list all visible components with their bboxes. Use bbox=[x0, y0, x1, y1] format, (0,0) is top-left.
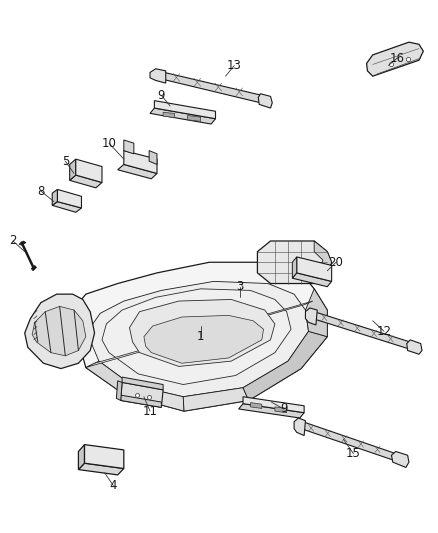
Text: 10: 10 bbox=[102, 136, 117, 150]
Polygon shape bbox=[305, 308, 317, 325]
Text: 8: 8 bbox=[37, 184, 45, 198]
Polygon shape bbox=[301, 422, 396, 461]
Polygon shape bbox=[124, 151, 157, 173]
Polygon shape bbox=[25, 294, 95, 368]
Polygon shape bbox=[130, 300, 275, 367]
Polygon shape bbox=[86, 301, 313, 368]
Polygon shape bbox=[275, 407, 287, 413]
Polygon shape bbox=[294, 418, 305, 435]
Polygon shape bbox=[297, 257, 332, 281]
Text: 3: 3 bbox=[236, 280, 244, 293]
Polygon shape bbox=[32, 306, 86, 356]
Polygon shape bbox=[239, 403, 304, 418]
Polygon shape bbox=[150, 69, 166, 83]
Polygon shape bbox=[367, 42, 424, 76]
Text: 11: 11 bbox=[142, 405, 158, 417]
Text: 12: 12 bbox=[377, 325, 392, 338]
Polygon shape bbox=[70, 159, 76, 180]
Polygon shape bbox=[144, 316, 264, 364]
Polygon shape bbox=[187, 116, 201, 122]
Polygon shape bbox=[122, 377, 163, 390]
Polygon shape bbox=[305, 289, 327, 337]
Polygon shape bbox=[85, 445, 124, 469]
Polygon shape bbox=[251, 402, 262, 408]
Polygon shape bbox=[163, 72, 262, 103]
Text: 13: 13 bbox=[227, 59, 242, 72]
Polygon shape bbox=[76, 159, 102, 182]
Polygon shape bbox=[243, 397, 304, 413]
Text: 15: 15 bbox=[346, 447, 361, 460]
Text: 2: 2 bbox=[9, 235, 17, 247]
Polygon shape bbox=[154, 101, 215, 119]
Polygon shape bbox=[121, 382, 163, 407]
Polygon shape bbox=[149, 151, 157, 165]
Polygon shape bbox=[86, 361, 131, 395]
Polygon shape bbox=[150, 108, 215, 124]
Polygon shape bbox=[125, 384, 184, 411]
Polygon shape bbox=[243, 332, 327, 400]
Polygon shape bbox=[314, 241, 332, 284]
Polygon shape bbox=[102, 289, 291, 384]
Polygon shape bbox=[292, 273, 332, 287]
Text: 16: 16 bbox=[390, 52, 405, 64]
Polygon shape bbox=[313, 312, 410, 349]
Polygon shape bbox=[121, 395, 161, 407]
Polygon shape bbox=[183, 387, 249, 411]
Text: 9: 9 bbox=[158, 89, 165, 102]
Polygon shape bbox=[258, 94, 272, 108]
Polygon shape bbox=[163, 112, 174, 118]
Polygon shape bbox=[407, 340, 422, 354]
Polygon shape bbox=[78, 463, 124, 475]
Polygon shape bbox=[57, 189, 81, 208]
Text: 9: 9 bbox=[280, 402, 287, 415]
Polygon shape bbox=[124, 140, 134, 154]
Text: 20: 20 bbox=[328, 256, 343, 269]
Polygon shape bbox=[117, 381, 122, 400]
Polygon shape bbox=[31, 265, 36, 271]
Text: 5: 5 bbox=[62, 155, 69, 168]
Polygon shape bbox=[90, 281, 308, 397]
Polygon shape bbox=[70, 175, 102, 188]
Polygon shape bbox=[392, 451, 409, 467]
Text: 1: 1 bbox=[197, 330, 205, 343]
Polygon shape bbox=[19, 241, 26, 245]
Polygon shape bbox=[118, 165, 157, 179]
Polygon shape bbox=[258, 241, 332, 284]
Polygon shape bbox=[52, 201, 81, 212]
Polygon shape bbox=[73, 262, 327, 411]
Polygon shape bbox=[292, 257, 297, 278]
Polygon shape bbox=[78, 445, 85, 470]
Polygon shape bbox=[52, 189, 57, 205]
Text: 4: 4 bbox=[110, 479, 117, 492]
